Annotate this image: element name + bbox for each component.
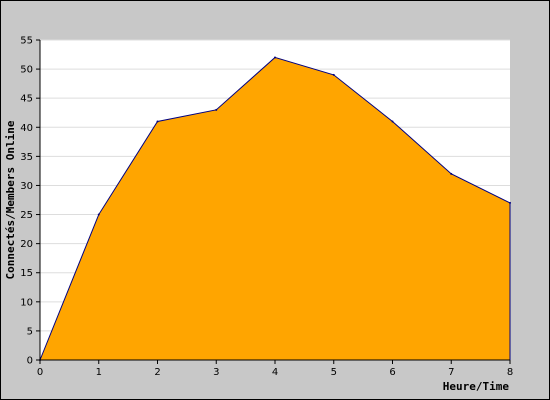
- data-point: [274, 56, 276, 59]
- data-point: [391, 120, 394, 123]
- data-point: [215, 108, 218, 111]
- y-tick-label: 45: [20, 94, 33, 105]
- x-tick-label: 0: [37, 367, 43, 378]
- x-tick-label: 8: [507, 367, 513, 378]
- data-point: [156, 120, 159, 123]
- data-point: [450, 172, 453, 175]
- y-tick-label: 55: [20, 36, 33, 47]
- y-tick-label: 5: [27, 326, 33, 337]
- x-tick-label: 3: [213, 367, 219, 378]
- y-tick-label: 50: [20, 65, 33, 76]
- x-tick-label: 6: [389, 367, 395, 378]
- x-axis-ticks: 0 1 2 3 4 5 6 7 8: [37, 360, 513, 378]
- data-point: [509, 201, 511, 204]
- x-tick-label: 4: [272, 367, 278, 378]
- x-tick-label: 1: [96, 367, 102, 378]
- x-tick-label: 5: [331, 367, 337, 378]
- y-tick-label: 0: [27, 356, 33, 367]
- y-tick-label: 15: [20, 268, 33, 279]
- data-point: [97, 213, 100, 216]
- y-axis-title: Connectés/Members Online: [4, 120, 17, 279]
- data-point: [332, 73, 335, 76]
- x-axis-title: Heure/Time: [443, 380, 510, 393]
- x-tick-label: 7: [448, 367, 454, 378]
- y-tick-label: 10: [20, 297, 33, 308]
- x-tick-label: 2: [154, 367, 160, 378]
- y-tick-label: 35: [20, 152, 33, 163]
- y-tick-label: 40: [20, 123, 33, 134]
- y-tick-label: 20: [20, 239, 33, 250]
- y-axis-ticks: 0 5 10 15 20 25 30 35 40 45 50 55: [20, 36, 40, 367]
- y-tick-label: 25: [20, 210, 33, 221]
- y-tick-label: 30: [20, 181, 33, 192]
